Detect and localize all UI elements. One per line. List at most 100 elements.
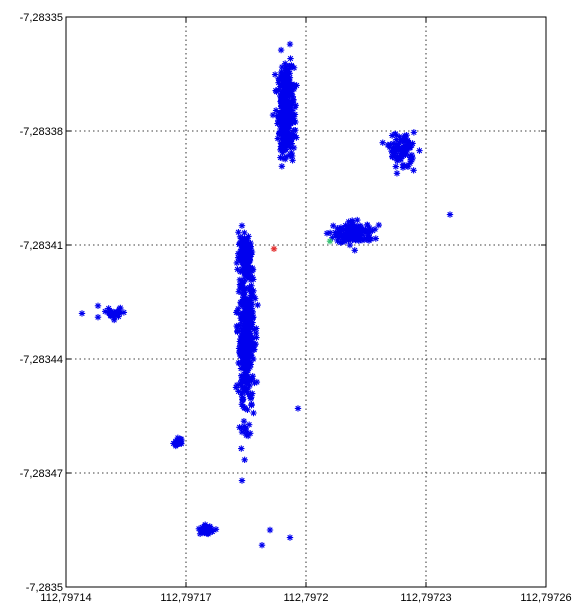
data-point [334,237,341,245]
data-point [280,92,287,99]
data-point [399,161,407,168]
data-point [202,521,209,528]
data-point [292,102,299,109]
data-point [253,325,260,332]
data-point [240,331,247,338]
data-point [287,55,294,62]
y-tick-label: -7,28335 [20,12,63,24]
data-point [275,79,282,86]
data-point [236,276,244,283]
data-point [355,231,362,239]
data-point [252,329,260,337]
data-point [283,70,290,78]
data-point [285,135,293,143]
data-point [233,259,241,267]
data-point [205,529,213,536]
data-point [239,375,246,383]
data-point [239,290,246,298]
data-point [358,236,366,244]
data-point [391,154,399,162]
data-point [285,88,292,96]
data-point [240,286,248,294]
data-point [238,382,245,390]
data-point [120,309,128,316]
highlight-point [270,245,278,252]
data-point [337,239,344,246]
data-point [283,153,290,161]
data-point [384,141,392,149]
data-point [396,139,403,147]
data-point [234,254,242,261]
data-point [342,222,349,229]
data-point [393,141,401,148]
data-point [348,217,356,224]
data-point [277,46,285,54]
data-point [111,309,118,317]
data-point [239,278,246,285]
data-point [251,379,258,387]
data-point [241,423,248,430]
data-point [362,226,369,233]
data-point [283,85,290,92]
data-point [401,132,408,139]
data-point [340,231,347,238]
data-point [249,266,257,273]
data-point [371,225,379,233]
data-point [241,235,248,243]
data-point [281,88,288,95]
data-point [282,63,289,70]
data-point [242,372,250,380]
data-point [407,152,414,160]
data-point [244,262,252,270]
data-point [234,266,241,273]
data-point [238,391,245,398]
data-point [287,130,295,137]
data-point [248,282,255,289]
x-tick-labels: 112,79714 112,79717 112,7972 112,79723 112,7… [40,592,571,604]
data-point [212,526,220,533]
data-point [111,314,118,321]
data-point [245,295,253,302]
data-point [286,534,294,541]
data-point [244,320,252,327]
data-point [277,112,284,119]
data-point [289,157,296,164]
data-point [279,142,287,149]
data-point [375,221,383,229]
data-point [278,75,285,82]
data-point [241,272,248,280]
data-point [293,134,300,141]
data-point [244,274,251,281]
data-point [272,107,280,114]
data-point [379,139,386,146]
data-point [277,154,284,161]
data-point [351,223,358,231]
data-point [241,385,248,393]
data-point [269,111,277,119]
data-point [282,146,290,153]
data-point [277,83,284,90]
data-point [236,424,243,431]
axis-ticks [65,16,547,588]
data-point [346,241,354,249]
data-point [249,308,256,316]
y-tick-labels: -7,28335 -7,28338 -7,28341 -7,28344 -7,28347… [20,12,63,594]
data-point [253,378,261,386]
data-point [233,309,240,316]
data-point [174,434,182,442]
data-point [237,335,244,343]
data-point [410,129,418,136]
data-point [236,338,244,345]
data-point [237,247,244,255]
data-point [170,440,177,447]
data-point [238,401,246,408]
data-point [248,288,256,295]
data-point [239,396,247,403]
data-point [351,247,358,254]
data-point [248,301,256,308]
data-point [284,73,292,81]
data-point [389,153,396,160]
data-point [271,71,279,78]
data-point [345,218,352,226]
data-point [239,336,246,344]
